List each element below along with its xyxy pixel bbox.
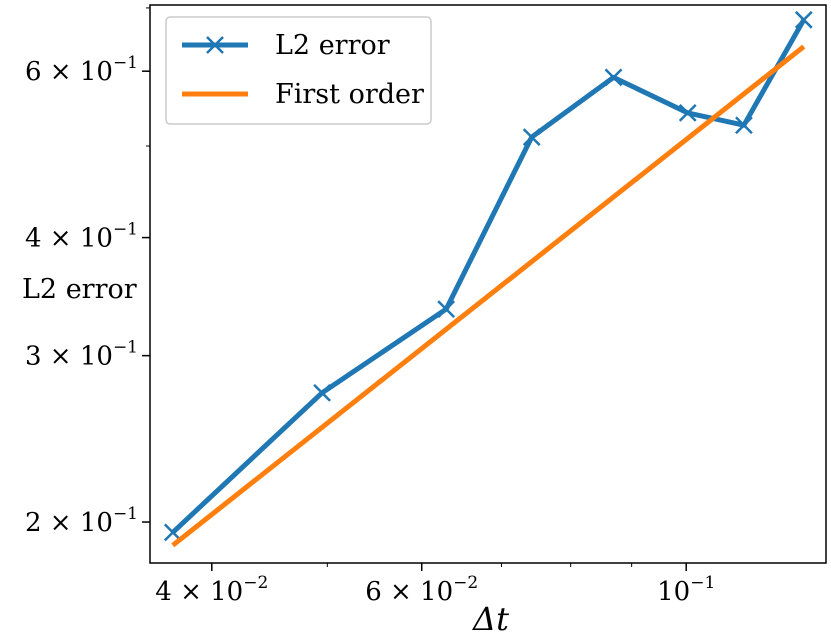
data-point-marker	[735, 116, 753, 135]
y-tick-label: 3 × 10−1	[25, 338, 138, 372]
data-point-marker	[678, 104, 697, 122]
x-tick-label: 4 × 10−2	[155, 573, 268, 607]
data-point-marker	[794, 10, 813, 29]
legend-label-first-order: First order	[275, 79, 424, 110]
x-tick-label: 10−1	[657, 573, 715, 607]
y-tick-label: 6 × 10−1	[25, 53, 138, 87]
x-tick-label: 6 × 10−2	[365, 573, 478, 607]
y-tick-label: 4 × 10−1	[25, 220, 138, 254]
x-axis-label: Δt	[471, 600, 509, 638]
legend-marker-l2-error	[206, 36, 224, 54]
series-line-1	[171, 44, 806, 548]
tick-labels: 4 × 10−2 6 × 10−2 10−1 2 × 10−1 3 × 10−1 4 × …	[25, 53, 715, 607]
data-point-marker	[313, 383, 332, 402]
data-point-marker	[163, 523, 182, 542]
y-tick-label: 2 × 10−1	[25, 504, 138, 538]
legend: L2 error First order	[165, 16, 432, 125]
series-line-0	[171, 18, 806, 535]
data-point-marker	[522, 128, 541, 146]
axis-ticks	[142, 7, 687, 571]
legend-label-l2-error: L2 error	[275, 30, 390, 61]
data-point-marker	[437, 300, 456, 319]
series-layer	[163, 10, 813, 548]
data-point-marker	[604, 68, 623, 87]
y-axis-label: L2 error	[22, 274, 137, 305]
